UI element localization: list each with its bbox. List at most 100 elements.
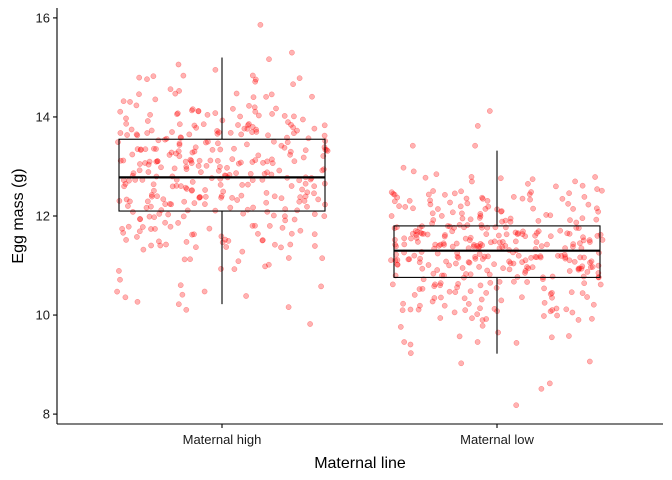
data-point <box>260 159 266 166</box>
data-point <box>176 121 183 128</box>
data-point <box>134 146 141 152</box>
data-point <box>165 211 172 218</box>
data-point <box>255 230 261 237</box>
data-point <box>530 205 536 212</box>
data-point <box>553 183 559 190</box>
data-point <box>455 254 462 261</box>
data-point <box>405 256 412 263</box>
data-point <box>294 207 301 214</box>
data-point <box>576 265 583 272</box>
data-point <box>287 241 294 248</box>
data-point <box>278 195 285 202</box>
data-point <box>167 86 174 93</box>
data-point <box>175 61 182 68</box>
data-point <box>479 256 486 262</box>
data-point <box>215 167 222 174</box>
box-maternal-low <box>393 150 601 354</box>
data-point <box>524 264 530 270</box>
data-point <box>575 265 582 272</box>
data-point <box>437 241 444 248</box>
data-point <box>222 236 229 243</box>
data-point <box>541 299 548 306</box>
data-point <box>477 211 484 217</box>
data-point <box>220 188 227 195</box>
data-point <box>496 239 503 246</box>
data-point <box>287 151 293 158</box>
data-point <box>176 88 182 94</box>
data-point <box>442 232 448 238</box>
data-point <box>499 239 506 245</box>
data-point <box>446 262 452 269</box>
data-point <box>478 222 485 228</box>
data-point <box>410 168 417 175</box>
y-axis-title: Egg mass (g) <box>10 168 27 263</box>
data-point <box>420 276 427 283</box>
data-point <box>148 192 155 198</box>
data-point <box>406 197 413 204</box>
data-point <box>130 209 136 215</box>
data-point <box>416 286 423 292</box>
data-point <box>522 233 529 240</box>
data-point <box>566 190 572 197</box>
data-point <box>168 201 175 208</box>
data-point <box>515 252 522 259</box>
data-point <box>198 169 204 175</box>
data-point <box>204 111 211 118</box>
data-point <box>524 279 530 285</box>
data-point <box>299 186 305 193</box>
data-point <box>311 190 317 197</box>
data-point <box>409 142 416 149</box>
data-point <box>136 74 143 81</box>
data-point <box>512 229 519 236</box>
data-point <box>498 297 505 304</box>
data-point <box>566 333 572 339</box>
data-point <box>218 194 224 201</box>
data-point <box>264 158 271 165</box>
data-point <box>474 339 481 345</box>
data-point <box>472 142 478 149</box>
data-point <box>117 130 124 136</box>
data-point <box>154 193 160 200</box>
data-point <box>537 253 544 260</box>
data-point-outlier <box>546 380 553 387</box>
data-point <box>484 197 491 204</box>
data-point <box>288 230 295 237</box>
data-point <box>417 302 423 309</box>
data-point <box>209 146 216 153</box>
data-point <box>519 195 526 202</box>
data-point <box>571 258 578 265</box>
data-point <box>155 137 162 144</box>
data-point <box>566 268 573 274</box>
data-point <box>144 118 151 124</box>
data-point <box>252 157 259 163</box>
data-point <box>212 110 219 116</box>
data-point <box>229 156 236 162</box>
data-point <box>465 259 472 265</box>
data-point <box>214 128 220 134</box>
data-point <box>259 237 266 243</box>
data-point <box>394 194 401 201</box>
data-point <box>181 256 188 263</box>
data-point <box>577 254 584 261</box>
data-point <box>148 242 154 249</box>
data-point <box>569 309 576 316</box>
data-point <box>507 218 514 225</box>
data-point <box>441 241 447 248</box>
data-point <box>526 191 533 198</box>
data-point <box>202 187 208 193</box>
data-point <box>255 152 262 159</box>
data-point <box>575 317 582 323</box>
data-point <box>120 98 127 105</box>
data-point <box>401 241 408 248</box>
data-point <box>435 206 441 212</box>
data-point <box>188 187 195 194</box>
data-point <box>265 132 271 139</box>
data-point <box>472 253 478 260</box>
data-point <box>563 306 570 313</box>
data-point <box>273 105 279 112</box>
data-point <box>541 313 547 319</box>
data-point <box>408 235 414 242</box>
data-point <box>119 225 125 232</box>
data-point <box>237 113 243 120</box>
data-point <box>525 265 532 272</box>
